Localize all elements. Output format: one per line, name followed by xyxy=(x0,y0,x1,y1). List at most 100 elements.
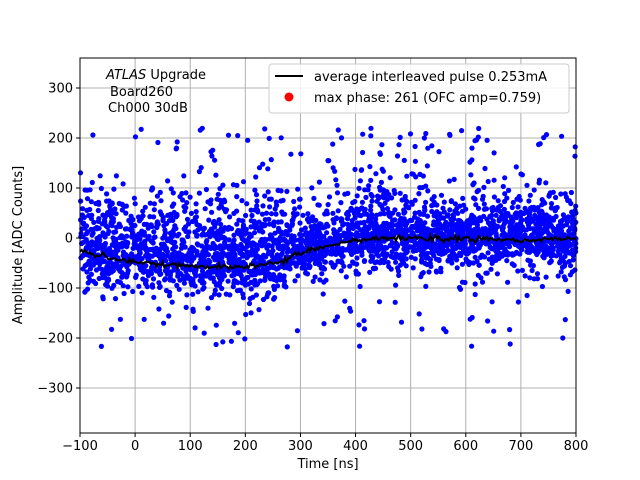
scatter-point xyxy=(543,215,549,221)
scatter-point xyxy=(155,221,161,227)
scatter-point xyxy=(404,199,410,205)
scatter-point xyxy=(278,219,284,225)
scatter-point xyxy=(524,227,530,233)
scatter-point xyxy=(320,239,326,245)
scatter-point xyxy=(136,283,142,289)
scatter-point xyxy=(263,210,270,216)
scatter-point xyxy=(526,198,532,204)
legend-marker-swatch xyxy=(284,92,294,102)
scatter-point xyxy=(412,158,418,164)
scatter-point xyxy=(198,165,204,171)
scatter-point xyxy=(357,343,363,349)
scatter-point xyxy=(377,151,383,157)
average-pulse-series xyxy=(79,231,577,272)
scatter-point xyxy=(160,254,167,260)
scatter-point xyxy=(423,283,429,289)
scatter-point xyxy=(93,267,100,273)
scatter-point xyxy=(234,194,240,200)
scatter-point xyxy=(508,220,514,226)
scatter-point xyxy=(313,226,319,232)
scatter-point xyxy=(373,171,379,177)
scatter-point xyxy=(311,195,317,201)
scatter-point xyxy=(454,243,460,249)
scatter-point xyxy=(248,286,254,292)
scatter-point xyxy=(469,242,475,248)
scatter-point xyxy=(137,236,143,242)
scatter-point xyxy=(429,196,435,202)
scatter-point xyxy=(493,212,499,218)
y-tick-label: 0 xyxy=(65,232,73,247)
scatter-point xyxy=(368,207,374,213)
scatter-point xyxy=(209,153,215,159)
scatter-point xyxy=(392,299,398,305)
scatter-point xyxy=(322,259,328,265)
scatter-point xyxy=(277,238,283,244)
scatter-point xyxy=(377,211,383,217)
scatter-point xyxy=(441,241,447,248)
scatter-point xyxy=(398,319,405,325)
scatter-point xyxy=(499,227,506,233)
scatter-point xyxy=(184,292,190,298)
scatter-point xyxy=(99,271,105,277)
scatter-point xyxy=(275,242,281,248)
scatter-point xyxy=(570,216,576,222)
scatter-point xyxy=(356,185,362,191)
scatter-point xyxy=(571,221,577,227)
scatter-point xyxy=(287,225,293,231)
scatter-point xyxy=(443,221,449,227)
scatter-point xyxy=(519,246,525,252)
scatter-point xyxy=(481,184,487,190)
scatter-point xyxy=(424,163,430,169)
scatter-point xyxy=(227,214,233,220)
scatter-point xyxy=(164,249,170,255)
scatter-point xyxy=(222,239,228,245)
scatter-point xyxy=(225,278,231,284)
scatter-point xyxy=(316,202,322,208)
scatter-point xyxy=(527,258,534,264)
scatter-point xyxy=(444,241,450,247)
scatter-point xyxy=(158,198,164,204)
x-tick-label: 600 xyxy=(453,439,478,454)
scatter-point xyxy=(84,196,91,202)
scatter-point xyxy=(455,210,461,216)
scatter-point xyxy=(329,251,335,257)
scatter-point xyxy=(162,268,168,274)
scatter-point xyxy=(222,235,228,241)
scatter-point xyxy=(257,278,263,284)
scatter-point xyxy=(488,230,494,236)
scatter-point xyxy=(382,255,388,261)
y-tick-label: 300 xyxy=(48,82,73,97)
scatter-point xyxy=(351,222,357,228)
scatter-point xyxy=(503,249,509,255)
scatter-point xyxy=(147,247,153,253)
scatter-point xyxy=(487,244,493,250)
scatter-point xyxy=(294,328,300,334)
scatter-point xyxy=(555,223,562,229)
scatter-point xyxy=(242,336,248,342)
scatter-point xyxy=(317,254,323,260)
scatter-point xyxy=(170,190,176,196)
scatter-point xyxy=(476,262,482,268)
scatter-point xyxy=(330,165,336,171)
scatter-point xyxy=(82,187,88,193)
scatter-point xyxy=(420,229,426,235)
scatter-point xyxy=(372,265,379,271)
scatter-point xyxy=(488,224,494,230)
scatter-point xyxy=(495,241,501,247)
x-tick-label: 800 xyxy=(564,439,589,454)
scatter-point xyxy=(502,191,508,197)
scatter-point xyxy=(424,250,430,256)
scatter-point xyxy=(379,166,385,172)
scatter-point xyxy=(397,134,403,140)
scatter-point xyxy=(278,198,284,204)
scatter-point xyxy=(256,307,262,313)
scatter-point xyxy=(494,271,500,277)
scatter-point xyxy=(260,296,267,303)
scatter-point xyxy=(151,201,157,207)
scatter-point xyxy=(506,187,512,193)
scatter-point xyxy=(312,260,318,266)
scatter-point xyxy=(245,137,251,143)
scatter-point xyxy=(127,253,133,259)
scatter-point xyxy=(187,247,193,253)
scatter-point xyxy=(509,261,515,267)
